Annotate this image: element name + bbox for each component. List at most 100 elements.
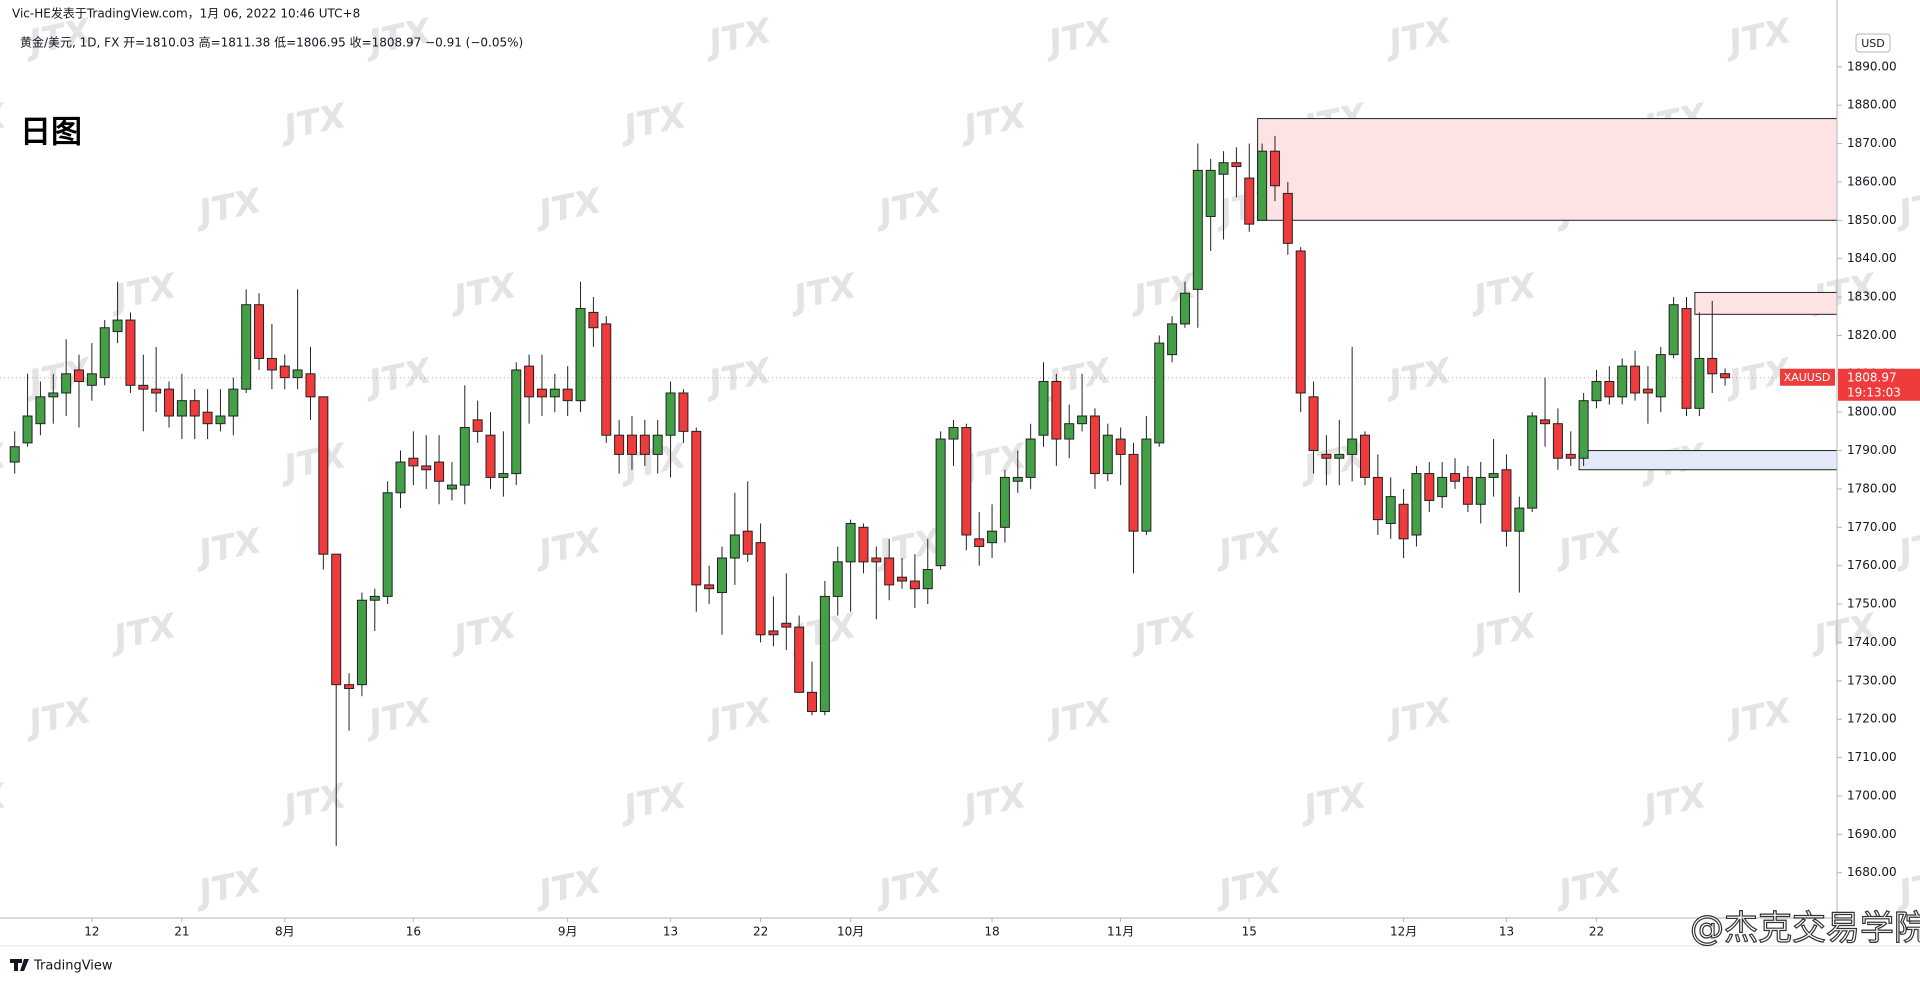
- candle-body: [48, 392, 59, 398]
- candle-body: [215, 415, 226, 425]
- watermark: JTX: [955, 776, 1032, 830]
- candle-body: [935, 438, 946, 567]
- candle-body: [125, 319, 136, 386]
- watermark: JTX: [1210, 861, 1287, 915]
- x-tick-label: 9月: [558, 925, 578, 939]
- candle-body: [305, 373, 316, 398]
- watermark: JTX: [1380, 691, 1457, 745]
- candle-body: [678, 392, 689, 432]
- candle-body: [1231, 162, 1242, 168]
- watermark: JTX: [0, 776, 11, 830]
- x-tick-label: 12月: [1390, 925, 1417, 939]
- candle-body: [652, 434, 663, 455]
- x-tick-label: 11月: [1107, 925, 1134, 939]
- candle-body: [704, 584, 715, 590]
- candle-body: [845, 522, 856, 563]
- candle-body: [498, 473, 509, 478]
- brand-name: TradingView: [33, 959, 113, 974]
- candle-body: [1257, 150, 1268, 221]
- watermark: JTX: [1125, 606, 1202, 660]
- watermark: JTX: [275, 776, 352, 830]
- y-tick-label: 1880.00: [1847, 98, 1897, 112]
- candle-body: [1192, 169, 1203, 290]
- candle-body: [1668, 304, 1679, 356]
- axes: 1680.00 1690.00 1700.00 1710.00 1720.00 1730.…: [0, 59, 1920, 939]
- candle-body: [1514, 507, 1525, 532]
- candle-body: [74, 369, 84, 382]
- candle-body: [1385, 496, 1396, 524]
- candle-body: [871, 557, 882, 563]
- watermark: JTX: [0, 96, 11, 150]
- y-tick-label: 1800.00: [1847, 405, 1897, 419]
- candle-body: [459, 427, 470, 486]
- candle-body: [1707, 357, 1718, 375]
- watermark: JTX: [615, 776, 692, 830]
- legend: 黄金/美元, 1D, FX 开=1810.03 高=1811.38 低=1806…: [20, 35, 523, 50]
- candle-body: [99, 327, 110, 379]
- watermark: JTX: [870, 181, 947, 235]
- zone: [1257, 118, 1838, 221]
- y-tick-label: 1860.00: [1847, 174, 1897, 188]
- candle-body: [254, 304, 265, 359]
- countdown: 19:13:03: [1847, 385, 1901, 399]
- candle-body: [999, 476, 1010, 528]
- candle-body: [742, 530, 753, 555]
- y-tick-label: 1680.00: [1847, 865, 1897, 879]
- x-tick-label: 13: [1499, 925, 1514, 939]
- candle-body: [1681, 308, 1692, 409]
- candle-body: [691, 430, 702, 586]
- candle-body: [948, 427, 959, 440]
- candle-body: [279, 365, 290, 379]
- candle-body: [1141, 438, 1152, 532]
- brand[interactable]: TradingView: [10, 959, 113, 974]
- watermark: JTX: [1550, 861, 1627, 915]
- candle-body: [909, 580, 920, 590]
- watermark: JTX: [1465, 266, 1542, 320]
- candle-body: [1462, 476, 1473, 505]
- candle-body: [1552, 423, 1563, 459]
- candle-body: [434, 461, 445, 482]
- x-tick-label: 10月: [837, 925, 864, 939]
- candle-body: [202, 411, 213, 425]
- candle-body: [1630, 365, 1641, 394]
- zone: [1694, 291, 1838, 315]
- candle-body: [588, 311, 599, 329]
- y-tick-label: 1690.00: [1847, 827, 1897, 841]
- y-tick-label: 1750.00: [1847, 597, 1897, 611]
- y-tick-label: 1730.00: [1847, 673, 1897, 687]
- candle-body: [575, 308, 586, 402]
- candle-body: [1694, 357, 1705, 409]
- candle-body: [228, 388, 239, 417]
- candle-body: [562, 388, 573, 402]
- candle-body: [626, 434, 637, 455]
- candle-body: [1450, 473, 1461, 482]
- candle-body: [729, 534, 740, 559]
- watermark: JTX: [105, 266, 182, 320]
- candle-body: [356, 599, 367, 686]
- candle-body: [524, 365, 535, 398]
- candle-body: [382, 492, 393, 597]
- candle-body: [832, 561, 843, 597]
- candle-body: [369, 595, 380, 601]
- currency-box: [1855, 33, 1891, 53]
- watermark: JTX: [700, 691, 777, 745]
- y-tick-label: 1850.00: [1847, 213, 1897, 227]
- candle-body: [446, 484, 457, 490]
- x-tick-label: 15: [1242, 925, 1257, 939]
- y-tick-label: 1790.00: [1847, 443, 1897, 457]
- candle-body: [1488, 473, 1499, 478]
- candle-body: [138, 384, 149, 390]
- candle-body: [292, 369, 303, 379]
- x-tick-label: 12: [84, 925, 99, 939]
- candle-body: [1179, 292, 1190, 325]
- watermark: JTX: [1040, 691, 1117, 745]
- chart-label: 日图: [20, 115, 82, 151]
- y-tick-label: 1700.00: [1847, 788, 1897, 802]
- candle-body: [1244, 177, 1255, 225]
- candle-body: [1025, 438, 1036, 478]
- candle-body: [1012, 476, 1023, 482]
- candle-body: [1154, 342, 1165, 444]
- candle-body: [1077, 415, 1088, 425]
- candle-body: [22, 415, 33, 444]
- candle-body: [421, 465, 432, 471]
